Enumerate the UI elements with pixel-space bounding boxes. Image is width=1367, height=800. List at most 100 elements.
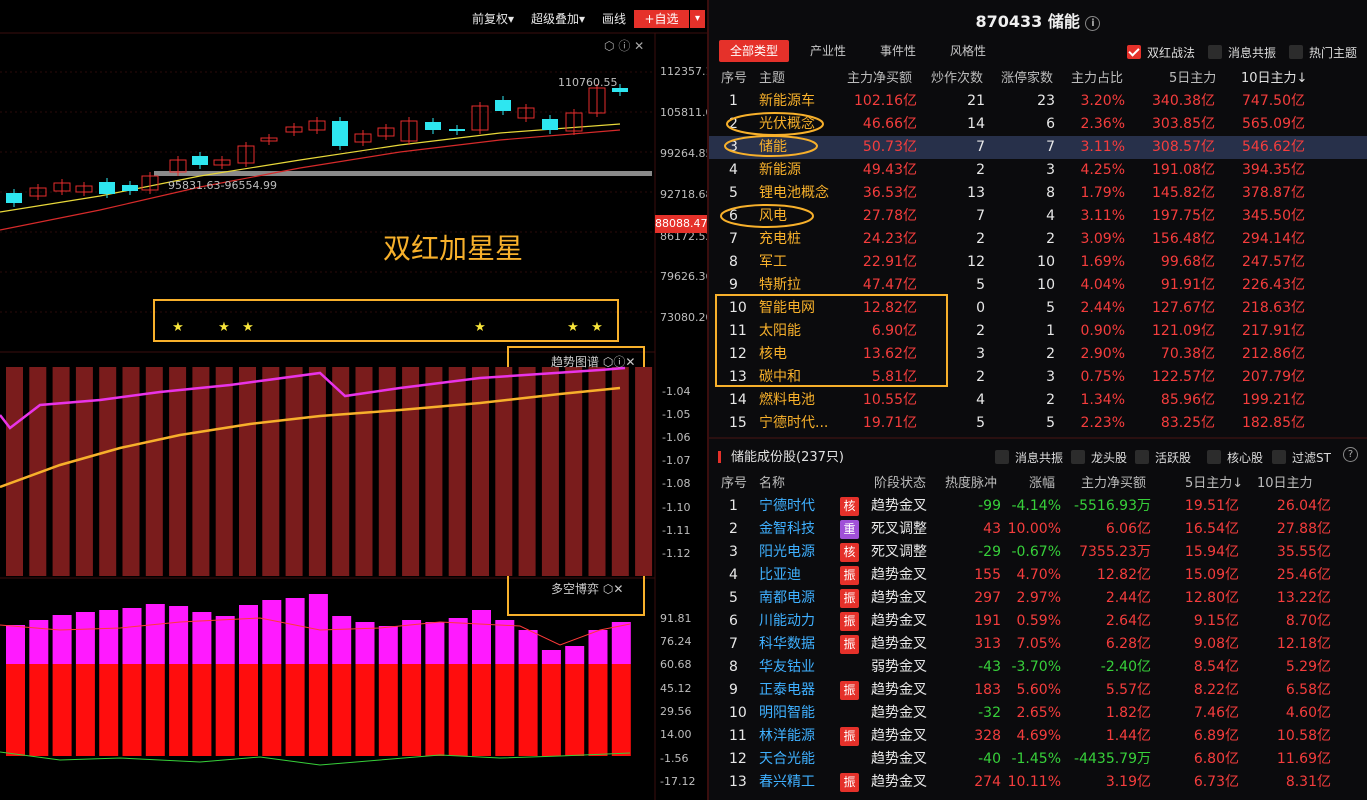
tab-style[interactable]: 风格性 xyxy=(949,44,986,58)
help-icon[interactable]: ⓘ xyxy=(613,355,626,369)
check-core[interactable]: 核心股 xyxy=(1207,449,1263,466)
theme-cell-d10: 378.87亿 xyxy=(1242,185,1305,201)
theme-row[interactable]: 1 新能源车 102.16亿 21 23 3.20% 340.38亿 747.50亿 xyxy=(709,90,1367,113)
stock-cell-chg: 2.65% xyxy=(1016,705,1061,721)
bull-bear-line xyxy=(0,617,631,646)
panel1-tools[interactable]: ⬡ ⓘ ✕ xyxy=(604,37,644,54)
theme-header-cell[interactable]: 序号 xyxy=(721,71,748,86)
checkbox-icon[interactable] xyxy=(995,450,1009,464)
stock-row[interactable]: 2 金智科技 重死叉调整 43 10.00% 6.06亿 16.54亿 27.88亿 xyxy=(709,518,1367,541)
theme-header-cell[interactable]: 主题 xyxy=(759,71,786,86)
theme-row[interactable]: 4 新能源 49.43亿 2 3 4.25% 191.08亿 394.35亿 xyxy=(709,159,1367,182)
theme-cell-name: 风电 xyxy=(759,208,787,224)
checkbox-icon[interactable] xyxy=(1071,450,1085,464)
stock-row[interactable]: 4 比亚迪 振趋势金叉 155 4.70% 12.82亿 15.09亿 25.46亿 xyxy=(709,564,1367,587)
settings-icon[interactable]: ⬡ xyxy=(602,355,614,369)
stock-row[interactable]: 5 南都电源 振趋势金叉 297 2.97% 2.44亿 12.80亿 13.22亿 xyxy=(709,587,1367,610)
checkbox-icon[interactable] xyxy=(1272,450,1286,464)
theme-header-cell[interactable]: 5日主力 xyxy=(1169,71,1217,86)
stock-cell-d5: 9.08亿 xyxy=(1193,636,1239,652)
theme-row[interactable]: 10 智能电网 12.82亿 0 5 2.44% 127.67亿 218.63亿 xyxy=(709,297,1367,320)
theme-header-cell[interactable]: 涨停家数 xyxy=(1001,71,1054,86)
draw-line-button[interactable]: 画线 xyxy=(602,12,627,26)
stock-row[interactable]: 10 明阳智能 趋势金叉 -32 2.65% 1.82亿 7.46亿 4.60亿 xyxy=(709,702,1367,725)
stock-row[interactable]: 1 宁德时代 核趋势金叉 -99 -4.14% -5516.93万 19.51亿 26.04亿 xyxy=(709,495,1367,518)
fuquan-dropdown[interactable]: 前复权▾ xyxy=(472,12,515,26)
theme-row[interactable]: 14 燃料电池 10.55亿 4 2 1.34% 85.96亿 199.21亿 xyxy=(709,389,1367,412)
tab-event[interactable]: 事件性 xyxy=(879,44,916,58)
close-icon[interactable]: ✕ xyxy=(613,582,624,596)
stock-row[interactable]: 8 华友钴业 弱势金叉 -43 -3.70% -2.40亿 8.54亿 5.29亿 xyxy=(709,656,1367,679)
tab-industry[interactable]: 产业性 xyxy=(809,44,846,58)
bear-bar xyxy=(145,664,165,756)
checkbox-icon[interactable] xyxy=(1289,45,1303,59)
trend-bar xyxy=(308,367,326,576)
checkbox-icon[interactable] xyxy=(1207,450,1221,464)
check-double-red[interactable]: 双红战法 xyxy=(1127,44,1195,61)
theme-row[interactable]: 2 光伏概念 46.66亿 14 6 2.36% 303.85亿 565.09亿 xyxy=(709,113,1367,136)
stock-cell-d10: 4.60亿 xyxy=(1285,705,1331,721)
watchlist-dropdown-button[interactable]: ▾ xyxy=(690,10,705,28)
stock-cell-chg: 0.59% xyxy=(1016,613,1061,629)
theme-row[interactable]: 13 碳中和 5.81亿 2 3 0.75% 122.57亿 207.79亿 xyxy=(709,366,1367,389)
stock-header-cell[interactable]: 阶段状态 xyxy=(874,476,927,491)
theme-row[interactable]: 5 锂电池概念 36.53亿 13 8 1.79% 145.82亿 378.87亿 xyxy=(709,182,1367,205)
theme-cell-limit: 10 xyxy=(1037,277,1055,293)
theme-header-cell[interactable]: 主力占比 xyxy=(1071,71,1124,86)
theme-cell-no: 10 xyxy=(729,300,747,316)
stock-header-cell[interactable]: 序号 xyxy=(721,476,748,491)
stock-cell-name: 天合光能 xyxy=(759,751,815,767)
stock-header-cell[interactable]: 热度脉冲 xyxy=(945,476,998,491)
check-news-resonance[interactable]: 消息共振 xyxy=(1208,44,1276,61)
stock-row[interactable]: 11 林洋能源 振趋势金叉 328 4.69% 1.44亿 6.89亿 10.58亿 xyxy=(709,725,1367,748)
stock-row[interactable]: 13 春兴精工 振趋势金叉 274 10.11% 3.19亿 6.73亿 8.31亿 xyxy=(709,771,1367,794)
theme-header-cell[interactable]: 10日主力↓ xyxy=(1241,71,1308,86)
theme-cell-no: 6 xyxy=(729,208,738,224)
theme-row[interactable]: 12 核电 13.62亿 3 2 2.90% 70.38亿 212.86亿 xyxy=(709,343,1367,366)
checkbox-checked-icon[interactable] xyxy=(1127,45,1141,59)
stock-cell-d10: 35.55亿 xyxy=(1276,544,1331,560)
settings-icon[interactable]: ⬡ xyxy=(602,582,614,596)
stock-header-cell[interactable]: 涨幅 xyxy=(1029,476,1056,491)
kline-chart-area[interactable]: 前复权▾ 超级叠加▾ 画线 +自选 ▾ 110760.55 95831.63-9… xyxy=(0,0,707,800)
tab-all-types[interactable]: 全部类型 xyxy=(719,40,789,62)
stock-row[interactable]: 12 天合光能 趋势金叉 -40 -1.45% -4435.79万 6.80亿 11.69亿 xyxy=(709,748,1367,771)
stock-cell-d5: 19.51亿 xyxy=(1184,498,1239,514)
theme-header-cell[interactable]: 主力净买额 xyxy=(847,71,913,86)
candle-body xyxy=(425,122,441,130)
close-icon[interactable]: ✕ xyxy=(634,39,645,53)
bear-bar xyxy=(75,664,95,756)
check-news[interactable]: 消息共振 xyxy=(995,449,1063,466)
theme-cell-d5: 308.57亿 xyxy=(1152,139,1215,155)
check-active[interactable]: 活跃股 xyxy=(1135,449,1191,466)
stock-header-cell[interactable]: 名称 xyxy=(759,476,786,491)
bull-bar xyxy=(378,626,398,664)
check-leader[interactable]: 龙头股 xyxy=(1071,449,1127,466)
stock-header-cell[interactable]: 5日主力↓ xyxy=(1185,476,1244,491)
check-filter-st[interactable]: 过滤ST xyxy=(1272,449,1331,466)
theme-row[interactable]: 3 储能 50.73亿 7 7 3.11% 308.57亿 546.62亿 xyxy=(709,136,1367,159)
add-watchlist-button[interactable]: +自选 xyxy=(634,10,689,28)
theme-row[interactable]: 8 军工 22.91亿 12 10 1.69% 99.68亿 247.57亿 xyxy=(709,251,1367,274)
settings-icon[interactable]: ⬡ xyxy=(604,39,615,53)
stock-row[interactable]: 9 正泰电器 振趋势金叉 183 5.60% 5.57亿 8.22亿 6.58亿 xyxy=(709,679,1367,702)
help-icon[interactable]: ⓘ xyxy=(618,39,631,53)
super-overlay-dropdown[interactable]: 超级叠加▾ xyxy=(531,12,586,26)
stock-row[interactable]: 7 科华数据 振趋势金叉 313 7.05% 6.28亿 9.08亿 12.18亿 xyxy=(709,633,1367,656)
check-hot-theme[interactable]: 热门主题 xyxy=(1289,44,1357,61)
stock-header-cell[interactable]: 10日主力 xyxy=(1257,476,1313,491)
theme-row[interactable]: 9 特斯拉 47.47亿 5 10 4.04% 91.91亿 226.43亿 xyxy=(709,274,1367,297)
stock-row[interactable]: 6 川能动力 振趋势金叉 191 0.59% 2.64亿 9.15亿 8.70亿 xyxy=(709,610,1367,633)
theme-row[interactable]: 6 风电 27.78亿 7 4 3.11% 197.75亿 345.50亿 xyxy=(709,205,1367,228)
theme-row[interactable]: 7 充电桩 24.23亿 2 2 3.09% 156.48亿 294.14亿 xyxy=(709,228,1367,251)
help-icon[interactable]: ? xyxy=(1343,447,1358,462)
checkbox-icon[interactable] xyxy=(1135,450,1149,464)
close-icon[interactable]: ✕ xyxy=(625,355,636,369)
stock-row[interactable]: 3 阳光电源 核死叉调整 -29 -0.67% 7355.23万 15.94亿 35.55亿 xyxy=(709,541,1367,564)
info-icon[interactable]: i xyxy=(1085,16,1101,31)
checkbox-icon[interactable] xyxy=(1208,45,1222,59)
stock-header-cell[interactable]: 主力净买额 xyxy=(1081,476,1147,491)
theme-row[interactable]: 11 太阳能 6.90亿 2 1 0.90% 121.09亿 217.91亿 xyxy=(709,320,1367,343)
theme-row[interactable]: 15 宁德时代... 19.71亿 5 5 2.23% 83.25亿 182.85亿 xyxy=(709,412,1367,435)
theme-header-cell[interactable]: 炒作次数 xyxy=(931,71,984,86)
